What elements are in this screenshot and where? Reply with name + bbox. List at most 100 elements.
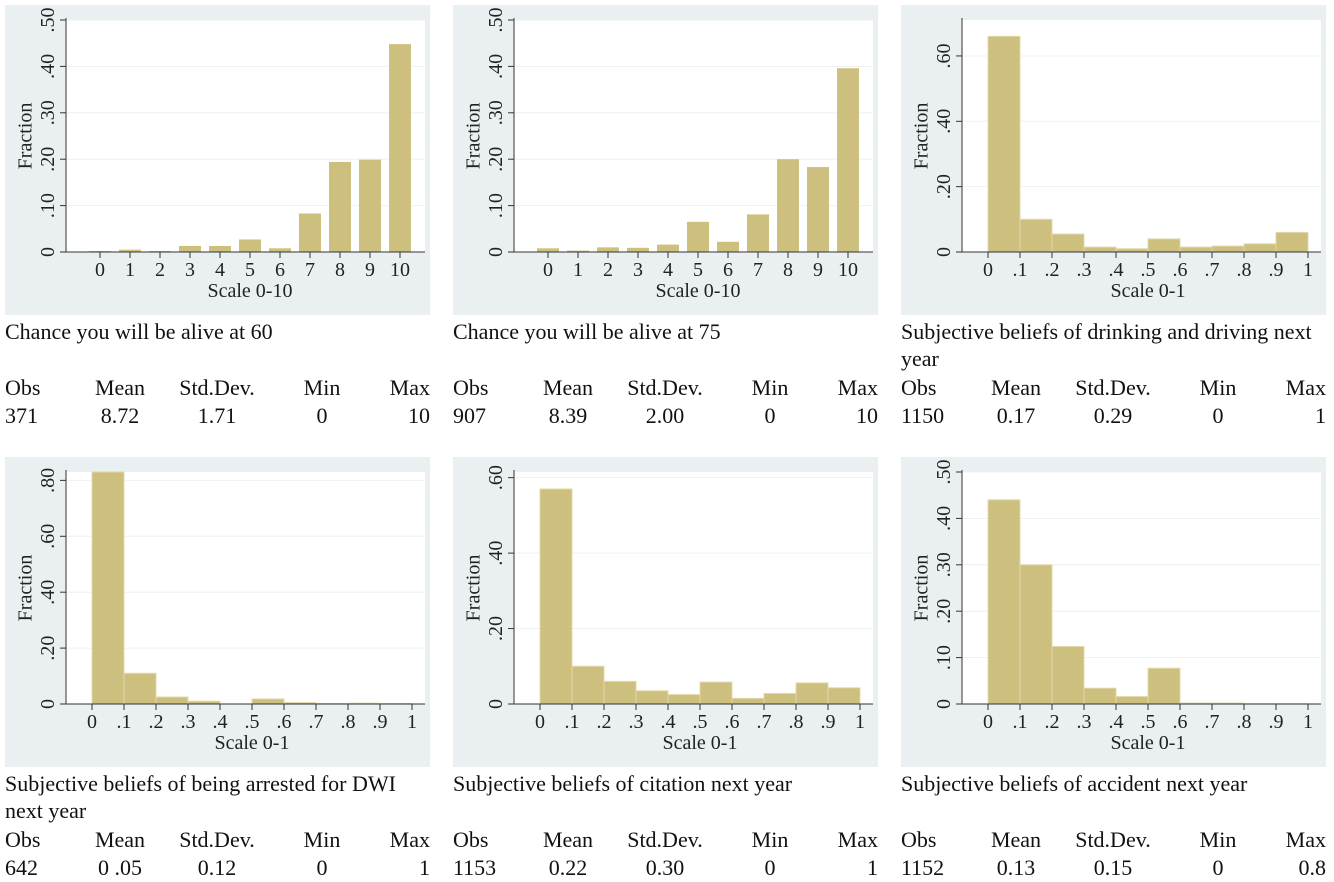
histogram-bar bbox=[1147, 238, 1181, 253]
x-tick-label: .4 bbox=[213, 711, 228, 733]
y-tick-label: 0 bbox=[933, 699, 955, 709]
x-tick-label: 0 bbox=[983, 711, 993, 733]
y-tick-label: .40 bbox=[37, 580, 59, 605]
x-tick-label: .6 bbox=[277, 711, 292, 733]
x-axis-label: Scale 0-10 bbox=[208, 280, 293, 302]
y-tick-label: .20 bbox=[933, 599, 955, 624]
x-axis-label: Scale 0-10 bbox=[656, 280, 741, 302]
x-tick-label: .8 bbox=[1237, 259, 1252, 281]
stats-table: Obs Mean Std.Dev. Min Max 371 8.72 1.71 0 10 bbox=[5, 374, 430, 430]
stats-header: Max bbox=[389, 827, 430, 852]
x-tick-label: .1 bbox=[117, 711, 132, 733]
x-axis-label: Scale 0-1 bbox=[215, 732, 290, 754]
stats-value: 0 bbox=[764, 855, 776, 880]
stats-header: Min bbox=[1199, 375, 1237, 400]
chart-cell: 0 .20 .40 .60 .80 Fraction 0 .1 .2 .3 .4 .5 .6 .7 .8 .9… bbox=[5, 457, 430, 882]
stats-header: Max bbox=[1285, 827, 1326, 852]
stats-header-row: Obs Mean Std.Dev. Min Max bbox=[5, 374, 430, 402]
x-tick-label: .8 bbox=[341, 711, 356, 733]
stats-value: 10 bbox=[408, 403, 430, 428]
stats-value: 1150 bbox=[901, 403, 945, 428]
x-tick-label: .7 bbox=[757, 711, 772, 733]
y-axis-label: Fraction bbox=[911, 555, 933, 622]
x-tick-label: .2 bbox=[149, 711, 164, 733]
y-tick-label: .20 bbox=[485, 616, 507, 641]
x-tick-label: .4 bbox=[1109, 711, 1124, 733]
x-axis-label: Scale 0-1 bbox=[663, 732, 738, 754]
stats-header-row: Obs Mean Std.Dev. Min Max bbox=[453, 374, 878, 402]
y-tick-label: .40 bbox=[485, 541, 507, 566]
chart-cell: 0 .10 .20 .30 .40 .50 Fraction 0 .1 .2 .3 .4 .5 .6 .7.… bbox=[901, 457, 1326, 882]
y-tick-label: .50 bbox=[37, 8, 59, 33]
stats-header-row: Obs Mean Std.Dev. Min Max bbox=[5, 826, 430, 854]
x-tick-label: .5 bbox=[1141, 259, 1156, 281]
bar bbox=[299, 213, 321, 252]
x-tick-label: .1 bbox=[1013, 711, 1028, 733]
stats-value: 0.30 bbox=[645, 855, 685, 880]
stats-value-row: 371 8.72 1.71 0 10 bbox=[5, 402, 430, 430]
histogram-bar bbox=[795, 682, 829, 705]
histogram-bar bbox=[1083, 687, 1117, 705]
y-tick-label: 0 bbox=[485, 247, 507, 257]
histogram-bar bbox=[1179, 246, 1213, 253]
x-tick-label: 2 bbox=[603, 259, 613, 281]
y-axis-label: Fraction bbox=[15, 555, 37, 622]
histogram-bar bbox=[667, 694, 701, 705]
y-tick-label: 0 bbox=[37, 247, 59, 257]
y-tick-label: .60 bbox=[37, 524, 59, 549]
histogram-bar bbox=[1275, 231, 1309, 253]
caption: Chance you will be alive at 75 bbox=[453, 319, 721, 344]
chart-cell: 0.10.20.30.40.50 Fraction 0 1 2 3 4 5 6 7 8 9 10 Scal… bbox=[5, 5, 430, 430]
y-tick-label: .60 bbox=[933, 43, 955, 68]
histogram-bar bbox=[1211, 245, 1245, 253]
x-tick-label: .1 bbox=[565, 711, 580, 733]
stats-value-row: 1153 0.22 0.30 0 1 bbox=[453, 854, 878, 882]
stats-value: 0.17 bbox=[996, 403, 1036, 428]
stats-value: 0.15 bbox=[1093, 855, 1133, 880]
y-tick-label: .10 bbox=[933, 645, 955, 670]
bar bbox=[837, 68, 859, 252]
histogram-bar bbox=[1083, 246, 1117, 253]
stats-table: Obs Mean Std.Dev. Min Max 1152 0.13 0.15 0 0.8 bbox=[901, 826, 1326, 882]
x-tick-label: .9 bbox=[373, 711, 388, 733]
y-tick-label: .20 bbox=[933, 174, 955, 199]
stats-header: Std.Dev. bbox=[179, 827, 255, 852]
x-tick-label: 10 bbox=[838, 259, 858, 281]
bar bbox=[269, 248, 291, 252]
histogram-bar bbox=[91, 471, 125, 705]
stats-header: Min bbox=[751, 375, 789, 400]
x-tick-label: .3 bbox=[1077, 259, 1092, 281]
stats-value-row: 1152 0.13 0.15 0 0.8 bbox=[901, 854, 1326, 882]
histogram-bar bbox=[571, 665, 605, 705]
x-tick-label: 5 bbox=[245, 259, 255, 281]
stats-header-row: Obs Mean Std.Dev. Min Max bbox=[453, 826, 878, 854]
stats-header: Std.Dev. bbox=[1075, 827, 1151, 852]
x-tick-label: 0 bbox=[535, 711, 545, 733]
stats-table: Obs Mean Std.Dev. Min Max 642 0 .05 0.12 0 1 bbox=[5, 826, 430, 882]
x-tick-label: .1 bbox=[1013, 259, 1028, 281]
x-tick-label: 9 bbox=[813, 259, 823, 281]
histogram-bar bbox=[251, 698, 285, 705]
y-axis-label: Fraction bbox=[911, 103, 933, 170]
y-tick-label: .20 bbox=[37, 147, 59, 172]
stats-value: 1 bbox=[419, 855, 430, 880]
stats-header: Max bbox=[837, 827, 878, 852]
caption: Subjective beliefs of citation next year bbox=[453, 771, 793, 796]
x-tick-label: 0 bbox=[543, 259, 553, 281]
histogram-bar bbox=[1051, 233, 1085, 253]
stats-table: Obs Mean Std.Dev. Min Max 907 8.39 2.00 0 10 bbox=[453, 374, 878, 430]
stats-value: 0 bbox=[316, 403, 328, 428]
x-tick-label: .3 bbox=[181, 711, 196, 733]
x-tick-label: .2 bbox=[597, 711, 612, 733]
bar bbox=[209, 245, 231, 252]
stats-value: 1 bbox=[1315, 403, 1326, 428]
stats-header: Obs bbox=[5, 827, 41, 852]
x-tick-label: 8 bbox=[783, 259, 793, 281]
chart-panel: 0 .10 .20 .30 .40 .50 Fraction 0 .1 .2 .3 .4 .5 .6 .7.… bbox=[901, 457, 1326, 767]
x-tick-label: 5 bbox=[693, 259, 703, 281]
bar bbox=[777, 159, 799, 252]
stats-value: 10 bbox=[856, 403, 878, 428]
x-tick-label: 2 bbox=[155, 259, 165, 281]
y-tick-label: .30 bbox=[485, 100, 507, 125]
